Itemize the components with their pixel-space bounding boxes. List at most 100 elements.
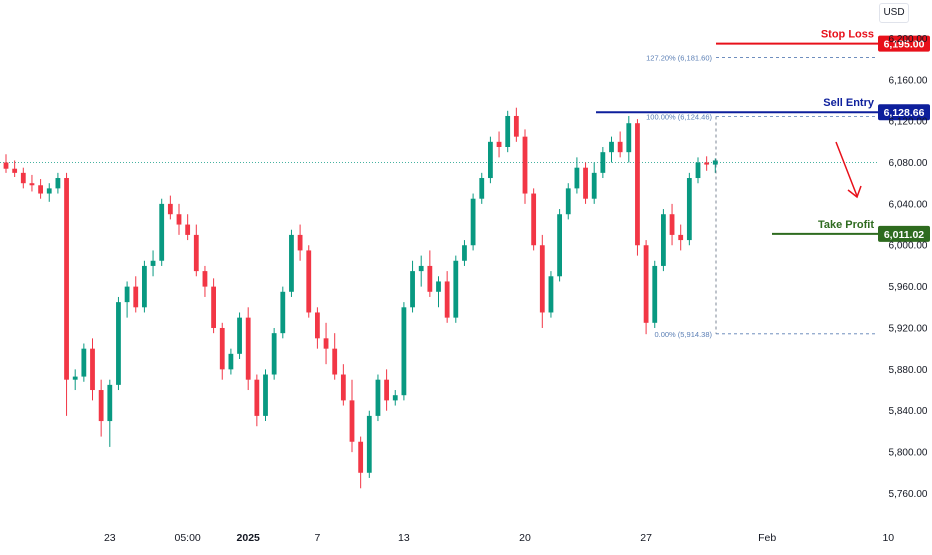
candle-body (98, 390, 104, 422)
take-profit-label: Take Profit (818, 219, 874, 231)
candle-body (470, 198, 476, 246)
candle-body (704, 162, 710, 165)
candle-body (142, 265, 147, 308)
candle-body (678, 234, 684, 241)
forecast-arrow-head (847, 185, 862, 199)
candle-body (211, 286, 216, 328)
candle-body (12, 168, 18, 173)
candle-body (609, 141, 614, 153)
y-tick-label: 5,920.00 (889, 323, 928, 334)
candle-body (332, 348, 338, 375)
y-tick-label: 5,880.00 (889, 365, 928, 376)
candle-body (384, 379, 389, 401)
candle-body (557, 214, 562, 277)
candle-body (176, 214, 182, 225)
candle-body (280, 291, 286, 334)
candle-body (436, 281, 441, 292)
y-tick-label: 6,000.00 (889, 241, 928, 252)
forecast-arrow (835, 141, 862, 199)
y-tick-label: 6,200.00 (889, 34, 928, 45)
x-tick-label: 05:00 (175, 532, 201, 544)
candle-body (219, 327, 225, 370)
candle-body (505, 115, 511, 147)
candle-body (193, 234, 199, 272)
candle-body (289, 234, 294, 292)
candle-body (600, 152, 606, 173)
candle-body (652, 265, 658, 323)
take-profit-price-box (878, 225, 930, 242)
candle-body (167, 203, 173, 215)
candle-body (55, 178, 61, 189)
candle-body (297, 234, 303, 251)
fibonacci-layer: 127.20% (6,181.60) 100.00% (6,124.46) 0.00… (646, 53, 876, 339)
sell-entry-label: Sell Entry (823, 97, 875, 109)
candle-body (323, 338, 329, 349)
y-tick-label: 6,120.00 (889, 117, 928, 128)
candle-body (38, 185, 43, 194)
candle-body (522, 136, 528, 194)
candle-body (358, 441, 364, 473)
y-tick-label: 6,040.00 (889, 199, 928, 210)
candle-body (3, 162, 9, 169)
candle-body (306, 250, 312, 313)
price-axis: 6,200.00 6,160.00 6,120.00 6,080.00 6,040.00… (889, 34, 928, 500)
candle-body (686, 178, 692, 241)
candle-body (565, 188, 571, 215)
candle-body (133, 286, 139, 308)
candle-body (340, 374, 346, 401)
candle-body (46, 188, 52, 194)
candle-body (513, 115, 519, 137)
candle-body (254, 379, 260, 416)
x-tick-label: 20 (519, 532, 531, 544)
x-tick-label: 2025 (237, 532, 261, 544)
x-tick-label: 13 (398, 532, 410, 544)
candle-body (245, 317, 251, 380)
candle-body (531, 193, 537, 246)
forecast-arrow-shaft (835, 141, 858, 197)
candle-body (444, 281, 450, 318)
candles-layer (3, 107, 718, 489)
trade-levels-layer: Stop Loss 6,195.00 Sell Entry 6,128.66 Take … (596, 29, 930, 242)
candle-body (418, 265, 424, 272)
candle-body (583, 167, 588, 199)
candle-body (496, 141, 502, 147)
candle-body (64, 178, 69, 380)
candle-body (661, 214, 666, 266)
take-profit-price-text: 6,011.02 (884, 229, 924, 241)
candle-body (392, 395, 398, 401)
candle-body (643, 245, 649, 323)
x-tick-label: 10 (882, 532, 894, 544)
candle-body (462, 245, 467, 261)
stop-loss-price-text: 6,195.00 (884, 39, 925, 51)
y-tick-label: 5,800.00 (889, 448, 928, 459)
fib-0-label: 0.00% (5,914.38) (654, 330, 712, 339)
sell-entry-price-text: 6,128.66 (884, 107, 925, 119)
candle-body (349, 400, 355, 442)
y-tick-label: 5,840.00 (889, 406, 928, 417)
candle-body (237, 317, 242, 354)
candle-body (90, 348, 95, 391)
candle-body (185, 224, 191, 235)
candle-body (574, 167, 580, 189)
candle-body (20, 172, 26, 184)
candle-body (635, 123, 640, 246)
candle-body (401, 307, 407, 396)
candle-body (539, 245, 545, 313)
candle-body (488, 141, 493, 179)
y-tick-label: 5,960.00 (889, 282, 928, 293)
candle-body (479, 178, 485, 199)
fib-100-label: 100.00% (6,124.46) (646, 113, 712, 122)
x-tick-label: 27 (640, 532, 652, 544)
candle-body (712, 160, 718, 165)
candle-body (228, 353, 234, 370)
currency-label[interactable]: USD (879, 3, 909, 23)
candle-body (626, 123, 632, 153)
candle-body (669, 214, 675, 235)
candle-body (116, 302, 121, 385)
candle-body (375, 379, 381, 416)
candle-body (202, 271, 208, 287)
time-axis: 23 05:00 2025 7 13 20 27 Feb 10 (104, 532, 894, 544)
candle-body (150, 260, 156, 266)
